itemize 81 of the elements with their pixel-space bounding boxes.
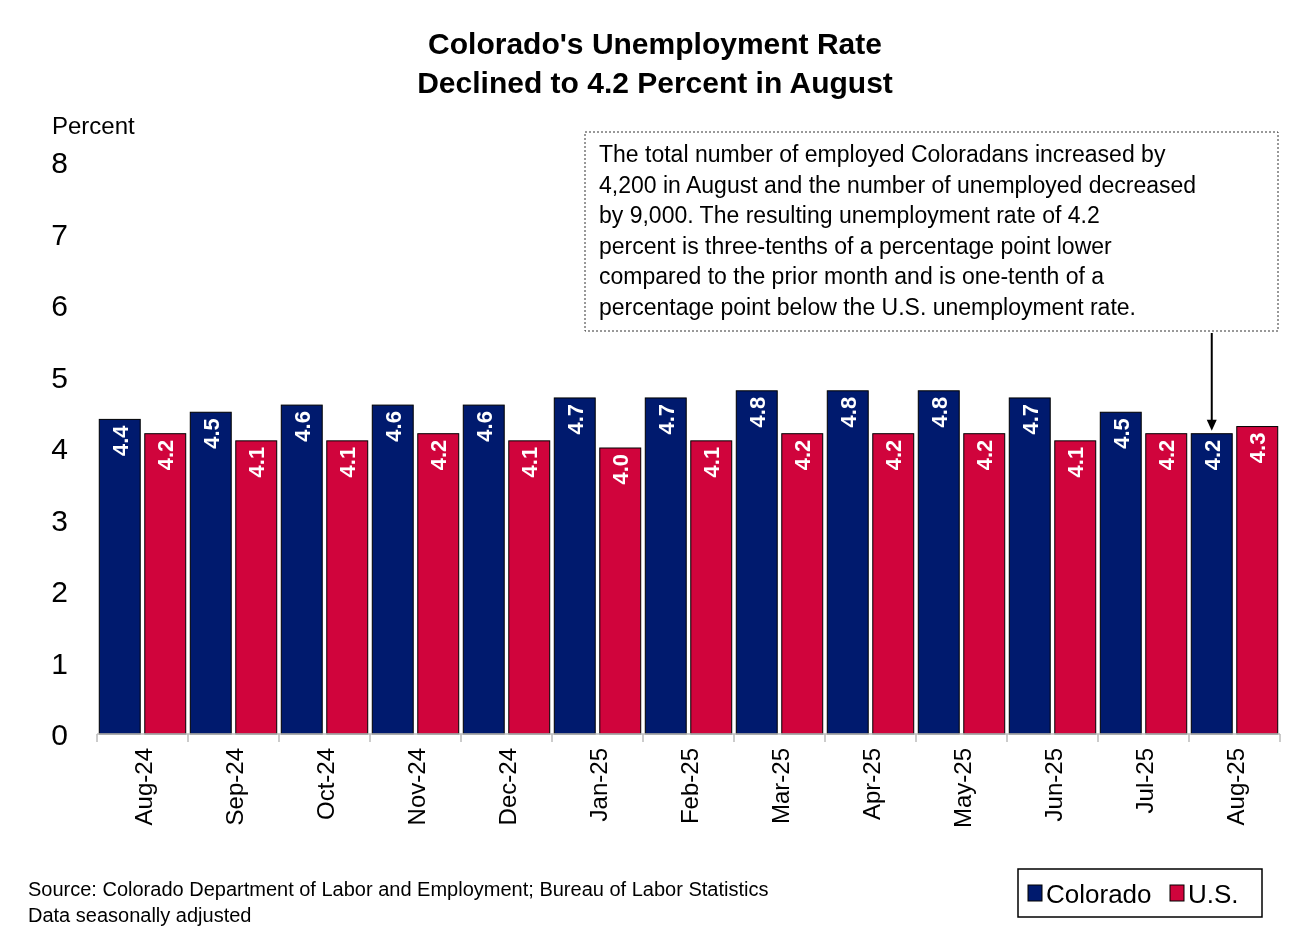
data-label: 4.2 [426, 439, 452, 471]
bar [280, 404, 323, 735]
x-tick-label: Jul-25 [1130, 748, 1158, 814]
y-tick-label: 7 [51, 217, 68, 251]
x-tick-label: Jun-25 [1039, 748, 1067, 822]
x-tick-label: Feb-25 [675, 748, 703, 825]
x-tick-label: Apr-25 [857, 748, 885, 821]
x-tick-label: Aug-25 [1221, 748, 1249, 826]
bar [98, 418, 141, 735]
bar [1008, 397, 1051, 735]
bar [735, 390, 778, 735]
bar [189, 411, 232, 735]
data-label: 4.3 [1245, 432, 1271, 464]
bar [1099, 411, 1142, 735]
x-tick-label: Aug-24 [129, 748, 157, 826]
bar [599, 447, 642, 735]
data-label: 4.8 [835, 396, 861, 428]
bar [144, 433, 187, 735]
bar [326, 440, 369, 735]
bar [644, 397, 687, 735]
x-tick-label: Nov-24 [402, 748, 430, 826]
data-label: 4.2 [972, 439, 998, 471]
data-label: 4.5 [1108, 418, 1134, 449]
data-label: 4.7 [653, 403, 679, 435]
bar [417, 433, 460, 735]
data-label: 4.6 [289, 411, 315, 442]
legend-label: U.S. [1188, 879, 1239, 909]
data-label: 4.6 [380, 411, 406, 442]
data-label: 4.7 [562, 403, 588, 435]
source-note: Source: Colorado Department of Labor and Employment; Bureau of Labor Statistics [28, 878, 769, 900]
bar [826, 390, 869, 735]
bar [235, 440, 278, 735]
bar [1145, 433, 1188, 735]
data-label: 4.7 [1017, 403, 1043, 435]
y-tick-label: 0 [51, 718, 68, 751]
data-label: 4.1 [1063, 446, 1089, 478]
bar [1190, 433, 1233, 735]
y-tick-label: 3 [51, 503, 68, 537]
bar [553, 397, 596, 735]
bar [462, 404, 505, 735]
data-label: 4.2 [1199, 439, 1225, 471]
data-label: 4.1 [244, 446, 270, 478]
data-label: 4.2 [881, 439, 907, 471]
data-label: 4.2 [1154, 439, 1180, 471]
data-label: 4.2 [790, 439, 816, 471]
x-tick-label: Mar-25 [766, 748, 794, 825]
bar [371, 404, 414, 735]
chart-title: Colorado's Unemployment Rate Declined to 4.2 Percent in August [417, 27, 893, 99]
legend-label: Colorado [1046, 879, 1152, 909]
annotation: The total number of employed Coloradans increased by 4,200 in August and the number of unemployed decreased by 9,000. The resulting unemployment rate of 4.2 percent is three-tenths of a percentage point lower compared to the prior month and is one-tenth of a percentage point below the U.S. unemployment rate. [599, 141, 1197, 320]
text: Data seasonally adjusted [28, 904, 252, 926]
bar [781, 433, 824, 735]
y-tick-label: 1 [51, 646, 68, 680]
y-tick-label: 2 [51, 575, 68, 608]
x-tick-label: May-25 [948, 748, 976, 829]
y-tick-label: 8 [51, 146, 68, 179]
bar [1236, 426, 1279, 735]
data-label: 4.5 [198, 418, 224, 449]
bar [508, 440, 551, 735]
bar [1054, 440, 1097, 735]
data-label: 4.1 [517, 446, 543, 478]
x-tick-label: Dec-24 [493, 748, 521, 826]
x-tick-label: Sep-24 [220, 748, 248, 826]
data-label: 4.6 [471, 411, 497, 442]
data-label: 4.1 [335, 446, 361, 478]
y-tick-label: 4 [51, 432, 68, 465]
y-tick-label: 5 [51, 360, 68, 394]
bar [963, 433, 1006, 735]
x-tick-label: Oct-24 [311, 748, 339, 821]
data-label: 4.0 [608, 454, 634, 485]
bar [917, 390, 960, 735]
data-label: 4.4 [107, 424, 133, 456]
y-axis-title: Percent [52, 112, 136, 139]
bar [690, 440, 733, 735]
bar [872, 433, 915, 735]
data-label: 4.8 [926, 396, 952, 428]
data-label: 4.8 [744, 396, 770, 428]
data-label: 4.2 [153, 439, 179, 471]
x-tick-label: Jan-25 [584, 748, 612, 822]
y-tick-label: 6 [51, 289, 68, 322]
data-label: 4.1 [699, 446, 725, 478]
